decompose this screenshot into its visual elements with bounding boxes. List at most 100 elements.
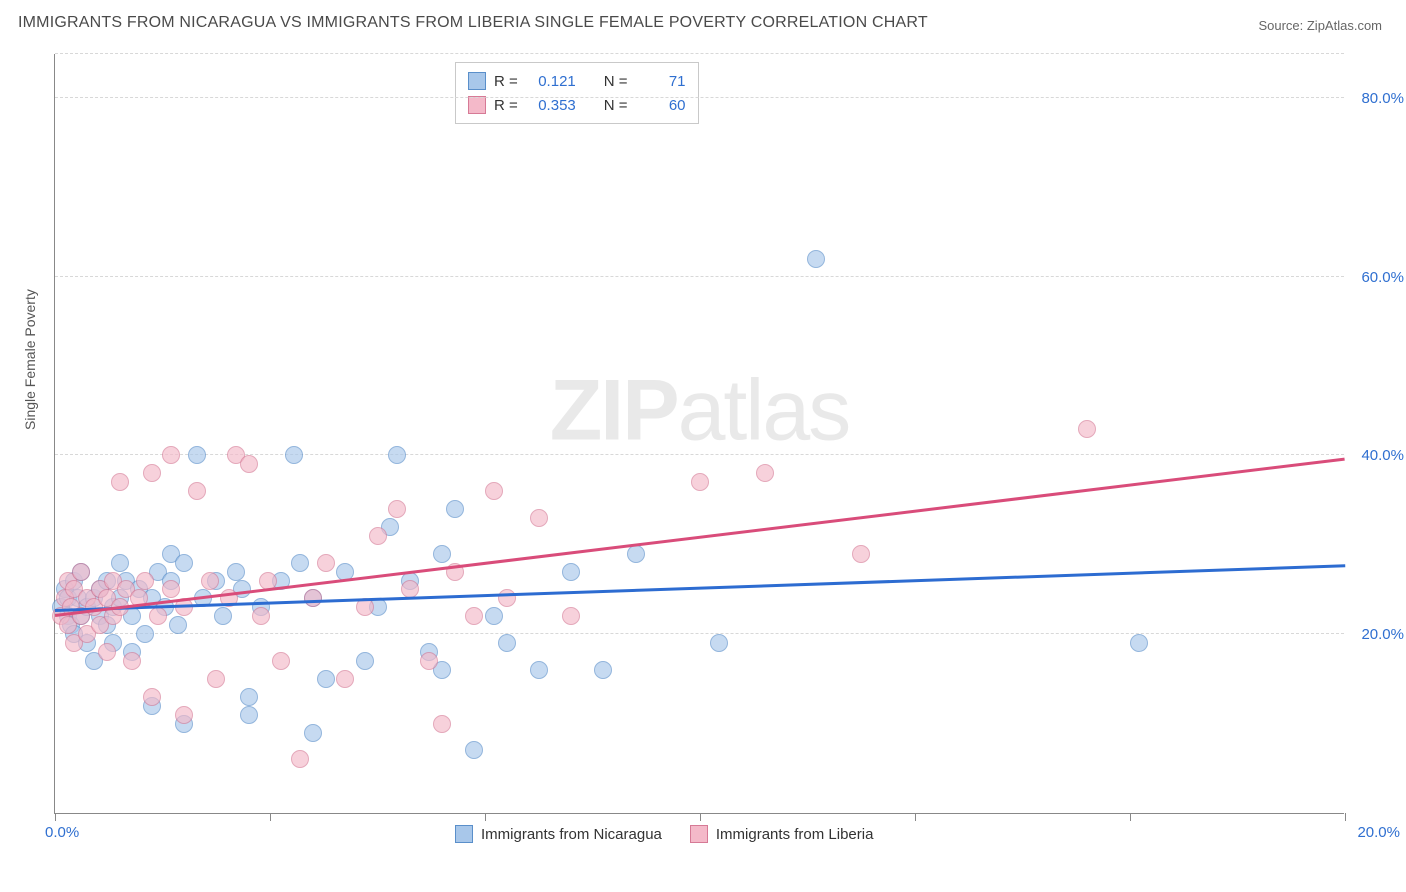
- scatter-point-liberia: [291, 750, 309, 768]
- scatter-point-nicaragua: [285, 446, 303, 464]
- scatter-point-nicaragua: [807, 250, 825, 268]
- scatter-point-liberia: [691, 473, 709, 491]
- x-tick-mark: [700, 813, 701, 821]
- legend-swatch: [468, 72, 486, 90]
- scatter-point-liberia: [149, 607, 167, 625]
- scatter-point-liberia: [317, 554, 335, 572]
- x-tick-mark: [1130, 813, 1131, 821]
- scatter-point-nicaragua: [240, 688, 258, 706]
- scatter-point-liberia: [433, 715, 451, 733]
- legend-swatch: [468, 96, 486, 114]
- y-grid-line: [55, 97, 1344, 98]
- scatter-point-liberia: [162, 580, 180, 598]
- scatter-point-liberia: [562, 607, 580, 625]
- scatter-point-liberia: [420, 652, 438, 670]
- scatter-point-nicaragua: [446, 500, 464, 518]
- series-legend: Immigrants from Nicaragua Immigrants from…: [455, 825, 873, 843]
- x-tick-label: 0.0%: [45, 824, 79, 841]
- legend-n-value: 60: [636, 97, 686, 114]
- scatter-point-nicaragua: [111, 554, 129, 572]
- scatter-point-liberia: [304, 589, 322, 607]
- legend-r-value: 0.353: [526, 97, 576, 114]
- scatter-point-nicaragua: [356, 652, 374, 670]
- scatter-point-nicaragua: [227, 563, 245, 581]
- scatter-point-nicaragua: [175, 554, 193, 572]
- scatter-point-liberia: [201, 572, 219, 590]
- y-grid-line: [55, 53, 1344, 54]
- scatter-point-liberia: [207, 670, 225, 688]
- legend-n-label: N =: [604, 97, 628, 114]
- scatter-point-nicaragua: [169, 616, 187, 634]
- scatter-point-nicaragua: [388, 446, 406, 464]
- scatter-point-liberia: [530, 509, 548, 527]
- scatter-point-nicaragua: [291, 554, 309, 572]
- legend-n-label: N =: [604, 73, 628, 90]
- scatter-point-nicaragua: [136, 625, 154, 643]
- scatter-point-nicaragua: [214, 607, 232, 625]
- x-tick-mark: [485, 813, 486, 821]
- y-tick-label: 40.0%: [1352, 447, 1404, 464]
- legend-swatch: [690, 825, 708, 843]
- chart-plot-area: ZIPatlas R =0.121N =71R =0.353N =60 Immi…: [54, 54, 1344, 814]
- scatter-point-liberia: [272, 652, 290, 670]
- scatter-point-nicaragua: [465, 741, 483, 759]
- scatter-point-nicaragua: [1130, 634, 1148, 652]
- legend-r-value: 0.121: [526, 73, 576, 90]
- x-tick-mark: [1345, 813, 1346, 821]
- legend-row-nicaragua: R = 0.121 N = 71: [468, 69, 686, 93]
- scatter-point-liberia: [465, 607, 483, 625]
- scatter-point-nicaragua: [710, 634, 728, 652]
- scatter-point-liberia: [136, 572, 154, 590]
- source-attribution: Source: ZipAtlas.com: [1258, 18, 1382, 33]
- scatter-point-liberia: [240, 455, 258, 473]
- y-tick-label: 80.0%: [1352, 90, 1404, 107]
- scatter-point-nicaragua: [317, 670, 335, 688]
- scatter-point-nicaragua: [304, 724, 322, 742]
- scatter-point-nicaragua: [530, 661, 548, 679]
- series-legend-label: Immigrants from Liberia: [716, 826, 874, 843]
- y-axis-title: Single Female Poverty: [22, 289, 38, 430]
- y-tick-label: 20.0%: [1352, 626, 1404, 643]
- scatter-point-liberia: [252, 607, 270, 625]
- scatter-point-liberia: [756, 464, 774, 482]
- scatter-point-nicaragua: [594, 661, 612, 679]
- scatter-point-nicaragua: [188, 446, 206, 464]
- legend-swatch: [455, 825, 473, 843]
- scatter-point-liberia: [162, 446, 180, 464]
- correlation-legend: R = 0.121 N = 71 R = 0.353 N = 60: [455, 62, 699, 124]
- scatter-point-liberia: [111, 473, 129, 491]
- scatter-point-nicaragua: [562, 563, 580, 581]
- y-grid-line: [55, 276, 1344, 277]
- scatter-point-liberia: [1078, 420, 1096, 438]
- scatter-point-nicaragua: [240, 706, 258, 724]
- watermark-text: ZIPatlas: [550, 361, 849, 460]
- scatter-point-liberia: [123, 652, 141, 670]
- legend-r-label: R =: [494, 73, 518, 90]
- legend-r-label: R =: [494, 97, 518, 114]
- scatter-point-nicaragua: [433, 545, 451, 563]
- scatter-point-liberia: [356, 598, 374, 616]
- x-tick-mark: [270, 813, 271, 821]
- x-tick-label: 20.0%: [1357, 824, 1400, 841]
- scatter-point-nicaragua: [485, 607, 503, 625]
- legend-n-value: 71: [636, 73, 686, 90]
- series-legend-label: Immigrants from Nicaragua: [481, 826, 662, 843]
- scatter-point-nicaragua: [498, 634, 516, 652]
- scatter-point-liberia: [369, 527, 387, 545]
- series-legend-item-liberia: Immigrants from Liberia: [690, 825, 874, 843]
- y-tick-label: 60.0%: [1352, 269, 1404, 286]
- x-tick-mark: [55, 813, 56, 821]
- scatter-point-liberia: [143, 688, 161, 706]
- scatter-point-liberia: [485, 482, 503, 500]
- scatter-point-liberia: [188, 482, 206, 500]
- series-legend-item-nicaragua: Immigrants from Nicaragua: [455, 825, 662, 843]
- scatter-point-liberia: [175, 706, 193, 724]
- scatter-point-liberia: [336, 670, 354, 688]
- scatter-point-liberia: [98, 643, 116, 661]
- scatter-point-nicaragua: [627, 545, 645, 563]
- scatter-point-liberia: [72, 563, 90, 581]
- scatter-point-liberia: [852, 545, 870, 563]
- x-tick-mark: [915, 813, 916, 821]
- scatter-point-liberia: [388, 500, 406, 518]
- chart-title: IMMIGRANTS FROM NICARAGUA VS IMMIGRANTS …: [18, 14, 928, 32]
